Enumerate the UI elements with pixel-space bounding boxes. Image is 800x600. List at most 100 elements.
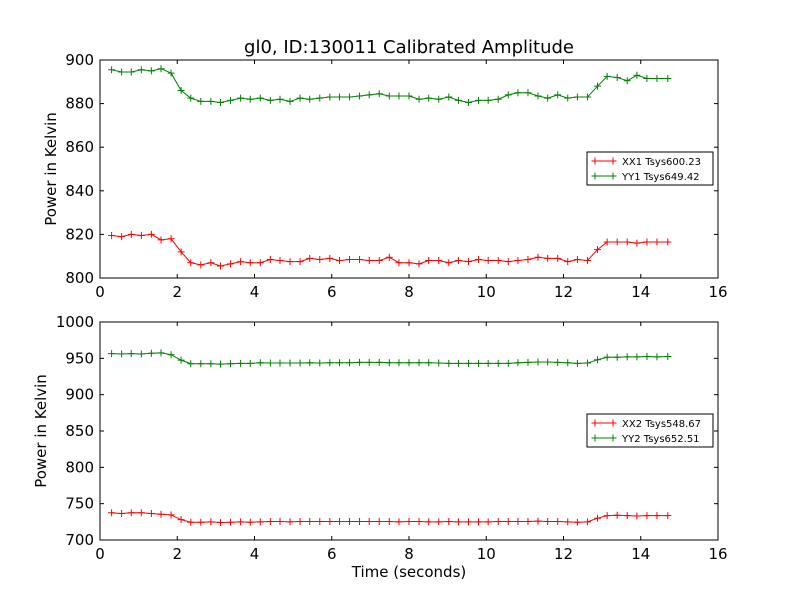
data-point: [405, 92, 413, 100]
data-point: [534, 517, 542, 525]
x-tick-label: 2: [172, 283, 182, 301]
legend-marker: [591, 157, 599, 165]
data-point: [633, 512, 641, 520]
data-point: [137, 231, 145, 239]
data-point: [118, 509, 126, 517]
data-point: [603, 72, 611, 80]
y-axis-label: Power in Kelvin: [32, 374, 50, 488]
legend-label: XX2 Tsys548.67: [622, 419, 701, 430]
data-point: [573, 359, 581, 367]
data-point: [454, 257, 462, 265]
data-point: [425, 94, 433, 102]
data-point: [405, 359, 413, 367]
data-point: [603, 238, 611, 246]
x-tick-label: 12: [554, 283, 573, 301]
data-point: [385, 359, 393, 367]
y-tick-label: 860: [65, 138, 94, 156]
data-point: [395, 359, 403, 367]
data-point: [286, 518, 294, 526]
data-point: [475, 518, 483, 526]
data-point: [346, 359, 354, 367]
data-point: [237, 94, 245, 102]
data-point: [266, 359, 274, 367]
data-point: [643, 353, 651, 361]
data-point: [454, 96, 462, 104]
data-point: [118, 350, 126, 358]
data-point: [603, 353, 611, 361]
data-point: [554, 358, 562, 366]
legend-item: XX2 Tsys548.67: [591, 419, 701, 430]
data-point: [514, 89, 522, 97]
x-tick-label: 6: [327, 545, 337, 563]
data-point: [266, 96, 274, 104]
data-point: [147, 349, 155, 357]
data-point: [475, 255, 483, 263]
data-point: [118, 233, 126, 241]
x-tick-label: 10: [477, 545, 496, 563]
data-point: [187, 518, 195, 526]
series-1: [108, 230, 672, 270]
data-point: [157, 510, 165, 518]
data-point: [534, 253, 542, 261]
data-point: [127, 350, 135, 358]
data-point: [197, 261, 205, 269]
data-point: [346, 255, 354, 263]
data-point: [633, 239, 641, 247]
data-point: [494, 95, 502, 103]
data-point: [445, 359, 453, 367]
data-point: [356, 92, 364, 100]
data-point: [335, 359, 343, 367]
x-tick-label: 8: [404, 545, 414, 563]
data-point: [623, 512, 631, 520]
x-tick-label: 16: [708, 545, 727, 563]
data-point: [583, 518, 591, 526]
legend-marker: [609, 434, 617, 442]
data-point: [326, 359, 334, 367]
data-point: [664, 353, 672, 361]
data-point: [653, 353, 661, 361]
y-tick-label: 850: [65, 422, 94, 440]
legend-item: XX1 Tsys600.23: [591, 157, 701, 168]
data-point: [664, 512, 672, 520]
data-point: [593, 514, 601, 522]
data-point: [583, 93, 591, 101]
data-point: [177, 248, 185, 256]
data-point: [306, 95, 314, 103]
data-point: [653, 75, 661, 83]
data-point: [514, 359, 522, 367]
data-point: [346, 93, 354, 101]
data-point: [256, 259, 264, 267]
data-point: [207, 360, 215, 368]
data-point: [108, 231, 116, 239]
data-point: [445, 517, 453, 525]
data-point: [484, 96, 492, 104]
x-axis-label: Time (seconds): [351, 563, 467, 581]
legend-label: XX1 Tsys600.23: [622, 157, 701, 168]
data-point: [365, 257, 373, 265]
data-point: [127, 68, 135, 76]
y-tick-label: 840: [65, 182, 94, 200]
data-point: [484, 518, 492, 526]
data-point: [544, 517, 552, 525]
x-tick-label: 4: [250, 283, 260, 301]
data-point: [157, 65, 165, 73]
data-point: [276, 257, 284, 265]
data-point: [484, 359, 492, 367]
data-point: [296, 94, 304, 102]
y-axis-label: Power in Kelvin: [42, 112, 60, 226]
data-point: [237, 359, 245, 367]
data-point: [256, 94, 264, 102]
data-point: [395, 259, 403, 267]
y-tick-label: 700: [65, 531, 94, 549]
data-point: [177, 516, 185, 524]
chart-title: gl0, ID:130011 Calibrated Amplitude: [244, 37, 574, 58]
data-point: [227, 260, 235, 268]
x-tick-label: 8: [404, 283, 414, 301]
data-point: [613, 511, 621, 519]
data-point: [623, 353, 631, 361]
data-point: [137, 66, 145, 74]
data-point: [157, 236, 165, 244]
data-point: [137, 350, 145, 358]
